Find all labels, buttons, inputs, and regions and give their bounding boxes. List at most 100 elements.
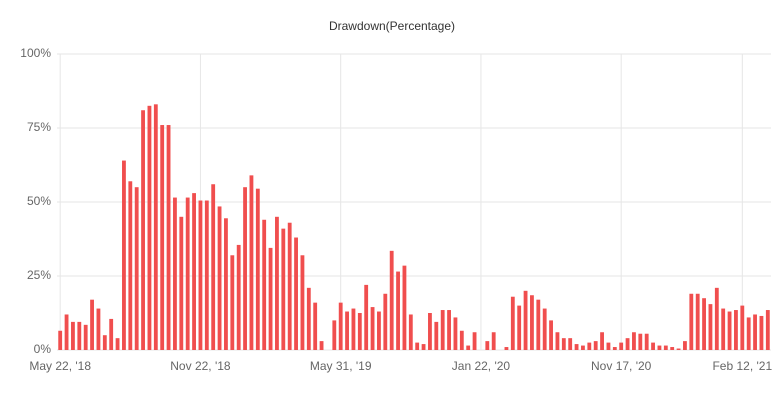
bar bbox=[192, 193, 196, 350]
y-tick-label: 0% bbox=[34, 342, 52, 356]
x-tick-label: May 22, '18 bbox=[29, 359, 91, 373]
bar bbox=[440, 310, 445, 350]
bar bbox=[160, 125, 165, 350]
bar bbox=[625, 338, 630, 350]
bar bbox=[402, 265, 407, 350]
bar bbox=[632, 332, 636, 350]
bar bbox=[255, 188, 260, 350]
bar bbox=[306, 287, 311, 350]
bar bbox=[351, 308, 356, 350]
bar bbox=[211, 184, 216, 350]
bar bbox=[695, 293, 700, 350]
bar bbox=[676, 348, 681, 350]
bar bbox=[287, 222, 292, 350]
bar bbox=[83, 324, 88, 350]
bar bbox=[714, 287, 719, 350]
bar bbox=[587, 342, 592, 350]
bar bbox=[204, 200, 209, 350]
bar bbox=[128, 181, 133, 350]
bar bbox=[275, 216, 279, 350]
bar bbox=[243, 187, 247, 350]
bar bbox=[466, 345, 471, 350]
bar bbox=[753, 314, 757, 350]
bar bbox=[459, 330, 464, 350]
bar bbox=[600, 332, 604, 350]
bar bbox=[504, 347, 509, 350]
chart-title: Drawdown(Percentage) bbox=[329, 19, 455, 33]
bar bbox=[332, 320, 337, 350]
bar bbox=[262, 219, 267, 350]
bar bbox=[236, 244, 241, 350]
bar bbox=[249, 175, 254, 350]
bar bbox=[96, 308, 101, 350]
bar bbox=[294, 237, 298, 350]
bar bbox=[734, 310, 738, 350]
bar bbox=[727, 311, 732, 350]
bar bbox=[268, 247, 273, 350]
bar bbox=[64, 314, 69, 350]
bar bbox=[345, 311, 349, 350]
bar bbox=[166, 125, 171, 350]
bar bbox=[58, 330, 63, 350]
x-tick-label: Feb 12, '21 bbox=[712, 359, 772, 373]
bar bbox=[561, 338, 566, 350]
x-tick-label: Nov 22, '18 bbox=[170, 359, 231, 373]
bar bbox=[683, 341, 687, 350]
bar bbox=[759, 315, 764, 350]
bar bbox=[721, 308, 726, 350]
bar bbox=[185, 197, 190, 350]
bar bbox=[357, 313, 362, 350]
bar bbox=[568, 338, 573, 350]
bar bbox=[485, 341, 490, 350]
x-tick-label: Jan 22, '20 bbox=[452, 359, 511, 373]
bar bbox=[651, 342, 655, 350]
bar bbox=[542, 308, 547, 350]
bar bbox=[549, 320, 553, 350]
y-tick-label: 25% bbox=[27, 268, 51, 282]
bar bbox=[663, 345, 668, 350]
bar bbox=[77, 321, 82, 350]
bar bbox=[198, 200, 203, 350]
bar bbox=[765, 310, 770, 350]
bar bbox=[581, 345, 585, 350]
bar bbox=[115, 338, 120, 350]
bar bbox=[555, 332, 560, 350]
bar bbox=[338, 302, 343, 350]
bar bbox=[319, 341, 324, 350]
bar bbox=[536, 299, 541, 350]
bar bbox=[230, 255, 235, 350]
bar bbox=[300, 255, 305, 350]
bar bbox=[90, 299, 94, 350]
bar bbox=[377, 311, 381, 350]
bar bbox=[491, 332, 496, 350]
bar bbox=[453, 317, 458, 350]
bar bbox=[670, 347, 675, 350]
y-tick-label: 75% bbox=[27, 120, 51, 134]
bar bbox=[364, 284, 369, 350]
bar bbox=[389, 250, 394, 350]
bar bbox=[71, 321, 75, 350]
bar bbox=[179, 216, 184, 350]
bar bbox=[619, 342, 624, 350]
bar bbox=[383, 293, 388, 350]
bar bbox=[606, 342, 611, 350]
bar bbox=[415, 342, 420, 350]
bar bbox=[530, 295, 534, 350]
bar bbox=[523, 290, 528, 350]
bar bbox=[147, 105, 152, 350]
bar bbox=[217, 206, 222, 350]
bar bbox=[421, 344, 426, 350]
bar bbox=[370, 307, 375, 350]
bar bbox=[638, 333, 643, 350]
bar bbox=[396, 271, 400, 350]
bar bbox=[428, 313, 432, 350]
bar bbox=[612, 347, 617, 350]
bar bbox=[447, 310, 451, 350]
bar bbox=[313, 302, 318, 350]
x-tick-label: Nov 17, '20 bbox=[591, 359, 652, 373]
bar bbox=[472, 332, 477, 350]
bar bbox=[134, 187, 139, 350]
bar bbox=[708, 304, 713, 350]
bar bbox=[644, 333, 649, 350]
